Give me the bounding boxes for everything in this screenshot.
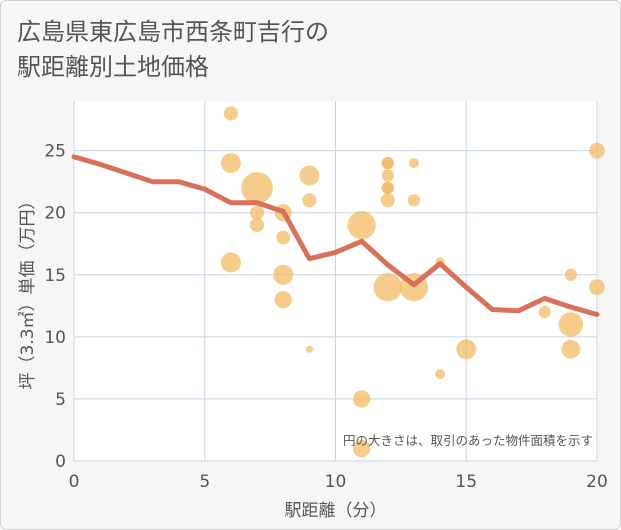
x-tick-label: 20 [586, 472, 608, 492]
y-tick-label: 20 [44, 204, 66, 224]
data-bubble [564, 268, 577, 281]
data-bubble [273, 264, 294, 285]
y-tick-label: 10 [44, 328, 66, 348]
y-axis-label: 坪（3.3㎡）単価（万円） [18, 192, 38, 389]
average-line [71, 154, 600, 318]
data-bubble [305, 345, 313, 353]
data-bubble [352, 439, 371, 458]
x-axis-label: 駅距離（分） [285, 501, 387, 521]
data-bubble [276, 230, 291, 245]
x-tick-label: 5 [199, 472, 210, 492]
data-bubble [299, 165, 320, 186]
data-bubble [302, 193, 317, 208]
data-bubble [380, 193, 395, 208]
x-tick-label: 15 [455, 472, 477, 492]
x-tick-label: 10 [325, 472, 347, 492]
data-bubble [558, 312, 584, 337]
data-bubble [538, 305, 551, 319]
y-tick-label: 25 [44, 142, 66, 162]
data-bubble [223, 106, 238, 121]
data-bubble [381, 156, 394, 170]
data-bubble [407, 194, 421, 207]
data-bubble [408, 158, 419, 169]
y-tick-label: 5 [55, 390, 66, 410]
chart-title: 広島県東広島市西条町吉行の 駅距離別土地価格 [17, 18, 329, 81]
y-tick-label: 15 [44, 266, 66, 286]
y-tick-label: 0 [55, 452, 66, 472]
data-bubble [347, 210, 376, 240]
data-bubble [352, 390, 371, 408]
data-bubble [589, 142, 605, 159]
data-bubble [435, 369, 446, 380]
data-bubble [220, 252, 241, 273]
data-bubble [220, 153, 241, 174]
data-bubble [561, 339, 581, 359]
data-bubble [373, 273, 402, 302]
data-bubble [381, 169, 394, 182]
bubble-series [220, 106, 605, 458]
x-tick-label: 0 [69, 472, 80, 492]
data-bubble [249, 205, 265, 220]
average-line-series [71, 154, 600, 318]
size-legend-note: 円の大きさは、取引のあった物件面積を示す [343, 433, 593, 448]
data-bubble [381, 181, 394, 195]
data-bubble [589, 279, 605, 296]
data-bubble [241, 172, 273, 204]
data-bubble [456, 339, 477, 360]
data-bubble [249, 218, 265, 233]
axis-ticks: 0 5 10 15 20 0 5 10 15 20 25 [44, 142, 607, 492]
data-bubble [274, 290, 292, 309]
